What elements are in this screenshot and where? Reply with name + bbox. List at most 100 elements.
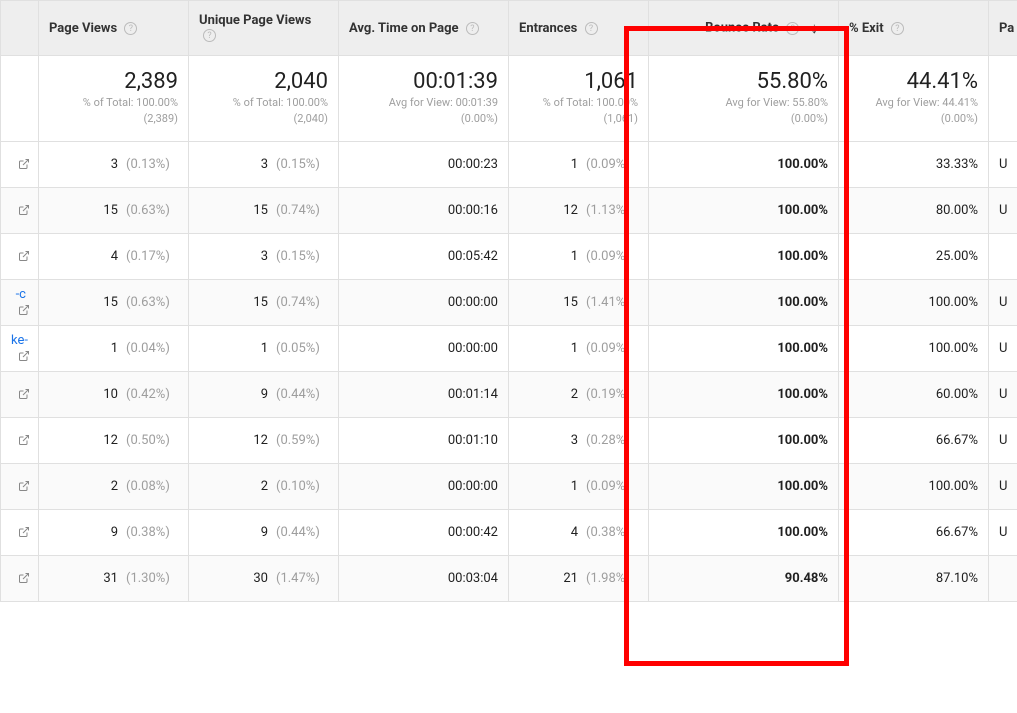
upv-pct: (0.44%) bbox=[276, 387, 328, 402]
summary-exit-sub2: (0.00%) bbox=[849, 112, 978, 126]
summary-unique-page-views: 2,040 % of Total: 100.00% (2,040) bbox=[189, 56, 339, 142]
table-row: 2 (0.08%) 2(0.10%)00:00:001(0.09%)100.00% 1… bbox=[1, 463, 1017, 509]
page-views-value: 10 bbox=[90, 387, 118, 402]
table-row: 4(0.17%)3(0.15%)00:05:421(0.09%)100.00%2… bbox=[1, 233, 1017, 279]
page-cell[interactable] bbox=[1, 233, 39, 279]
external-link-icon[interactable] bbox=[18, 304, 30, 316]
page-cell[interactable]: -c bbox=[1, 279, 39, 325]
entrances-pct: (1.98%) bbox=[586, 571, 638, 586]
help-icon[interactable]: ? bbox=[203, 29, 216, 42]
page-views-cell: 3(0.13%) bbox=[39, 141, 189, 187]
help-icon[interactable]: ? bbox=[124, 22, 137, 35]
upv-pct: (0.74%) bbox=[276, 295, 328, 310]
unique-page-views-cell: 2(0.10%) bbox=[189, 463, 339, 509]
entrances-value: 1 bbox=[550, 479, 578, 494]
page-views-pct: (0.13%) bbox=[126, 157, 178, 172]
page-cell[interactable] bbox=[1, 187, 39, 233]
page-cell[interactable] bbox=[1, 509, 39, 555]
col-avg-time[interactable]: Avg. Time on Page ? bbox=[339, 1, 509, 56]
help-icon[interactable]: ? bbox=[891, 22, 904, 35]
bounce-rate-cell: 100.00% bbox=[649, 463, 839, 509]
col-bounce-rate[interactable]: Bounce Rate ? ↓ bbox=[649, 1, 839, 56]
page-views-cell: 31(1.30%) bbox=[39, 555, 189, 601]
page-link-fragment[interactable]: ke- bbox=[11, 333, 28, 348]
page-views-value: 1 bbox=[90, 341, 118, 356]
help-icon[interactable]: ? bbox=[786, 22, 799, 35]
summary-bounce-rate: 55.80% Avg for View: 55.80% (0.00%) bbox=[649, 56, 839, 142]
page-cell[interactable] bbox=[1, 371, 39, 417]
entrances-cell: 1(0.09%) bbox=[509, 463, 649, 509]
table-row: 10(0.42%)9(0.44%)00:01:142(0.19%)100.00%… bbox=[1, 371, 1017, 417]
summary-avg-value: 00:01:39 bbox=[349, 70, 498, 94]
table-row: 15(0.63%)15(0.74%)00:00:1612(1.13%)100.0… bbox=[1, 187, 1017, 233]
col-pct-exit[interactable]: % Exit ? bbox=[839, 1, 989, 56]
upv-pct: (0.15%) bbox=[276, 157, 328, 172]
entrances-cell: 1(0.09%) bbox=[509, 325, 649, 371]
page-views-pct: (0.08%) bbox=[126, 479, 178, 494]
avg-time-cell: 00:00:23 bbox=[339, 141, 509, 187]
table-row: 12(0.50%)12(0.59%)00:01:103(0.28%)100.00… bbox=[1, 417, 1017, 463]
page-views-value: 9 bbox=[90, 525, 118, 540]
avg-time-cell: 00:01:10 bbox=[339, 417, 509, 463]
page-cell[interactable] bbox=[1, 417, 39, 463]
help-icon[interactable]: ? bbox=[466, 22, 479, 35]
summary-upv-value: 2,040 bbox=[199, 70, 328, 94]
external-link-icon[interactable] bbox=[18, 350, 30, 362]
external-link-icon[interactable] bbox=[18, 526, 30, 538]
bounce-rate-cell: 100.00% bbox=[649, 233, 839, 279]
avg-time-cell: 00:00:00 bbox=[339, 463, 509, 509]
summary-page bbox=[1, 56, 39, 142]
page-views-value: 2 bbox=[90, 479, 118, 494]
pct-exit-cell: 100.00% bbox=[839, 325, 989, 371]
page-views-pct: (0.17%) bbox=[126, 249, 178, 264]
analytics-table-wrap: Page Views ? Unique Page Views ? Avg. Ti… bbox=[0, 0, 1017, 602]
col-unique-page-views[interactable]: Unique Page Views ? bbox=[189, 1, 339, 56]
last-cell bbox=[989, 555, 1017, 601]
last-cell: U bbox=[989, 325, 1017, 371]
external-link-icon[interactable] bbox=[18, 158, 30, 170]
page-cell[interactable] bbox=[1, 555, 39, 601]
unique-page-views-cell: 3(0.15%) bbox=[189, 233, 339, 279]
col-page-views-label: Page Views bbox=[49, 21, 117, 36]
external-link-icon[interactable] bbox=[18, 572, 30, 584]
col-entrances[interactable]: Entrances ? bbox=[509, 1, 649, 56]
upv-pct: (0.10%) bbox=[276, 479, 328, 494]
page-link-fragment[interactable]: -c bbox=[16, 287, 26, 302]
page-cell[interactable]: ke- bbox=[1, 325, 39, 371]
page-views-value: 15 bbox=[90, 295, 118, 310]
avg-time-cell: 00:00:42 bbox=[339, 509, 509, 555]
external-link-icon[interactable] bbox=[18, 204, 30, 216]
col-avg-time-label: Avg. Time on Page bbox=[349, 21, 459, 36]
unique-page-views-cell: 12(0.59%) bbox=[189, 417, 339, 463]
last-cell: U bbox=[989, 417, 1017, 463]
external-link-icon[interactable] bbox=[18, 250, 30, 262]
last-cell: U bbox=[989, 509, 1017, 555]
pct-exit-cell: 80.00% bbox=[839, 187, 989, 233]
help-icon[interactable]: ? bbox=[585, 22, 598, 35]
upv-pct: (1.47%) bbox=[276, 571, 328, 586]
page-cell[interactable] bbox=[1, 141, 39, 187]
external-link-icon[interactable] bbox=[18, 480, 30, 492]
upv-value: 15 bbox=[240, 203, 268, 218]
pct-exit-cell: 25.00% bbox=[839, 233, 989, 279]
summary-pct-exit: 44.41% Avg for View: 44.41% (0.00%) bbox=[839, 56, 989, 142]
col-page[interactable] bbox=[1, 1, 39, 56]
external-link-icon[interactable] bbox=[18, 388, 30, 400]
summary-exit-sub1: Avg for View: 44.41% bbox=[849, 96, 978, 110]
table-row: 3(0.13%)3(0.15%)00:00:231(0.09%)100.00%3… bbox=[1, 141, 1017, 187]
page-views-cell: 12(0.50%) bbox=[39, 417, 189, 463]
external-link-icon[interactable] bbox=[18, 434, 30, 446]
page-cell[interactable] bbox=[1, 463, 39, 509]
page-views-cell: 15(0.63%) bbox=[39, 187, 189, 233]
summary-ent-sub1: % of Total: 100.00% bbox=[519, 96, 638, 110]
page-views-cell: 4(0.17%) bbox=[39, 233, 189, 279]
upv-pct: (0.44%) bbox=[276, 525, 328, 540]
avg-time-cell: 00:00:00 bbox=[339, 279, 509, 325]
col-page-views[interactable]: Page Views ? bbox=[39, 1, 189, 56]
summary-bounce-value: 55.80% bbox=[659, 70, 828, 94]
bounce-rate-cell: 100.00% bbox=[649, 417, 839, 463]
col-last-partial[interactable]: Pa bbox=[989, 1, 1017, 56]
last-cell: U bbox=[989, 279, 1017, 325]
col-pct-exit-label: % Exit bbox=[849, 21, 884, 36]
avg-time-cell: 00:03:04 bbox=[339, 555, 509, 601]
